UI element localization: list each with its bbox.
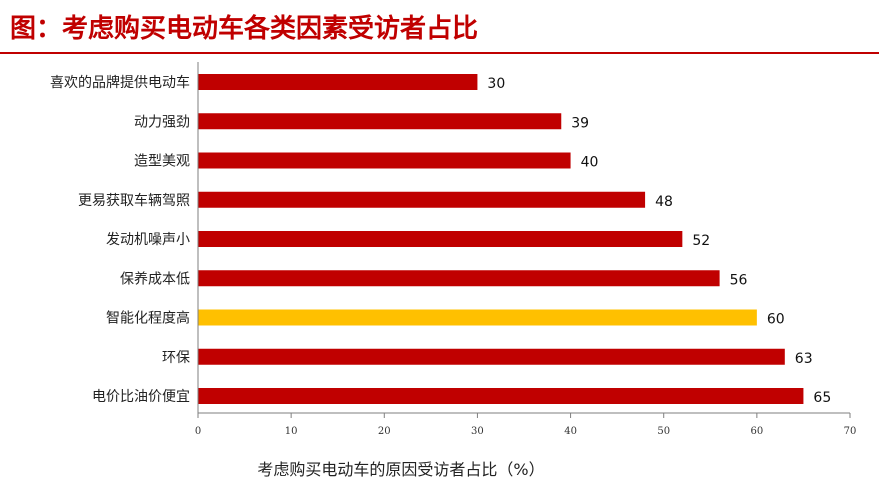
x-tick-label: 30 bbox=[471, 426, 484, 437]
bars-layer: 喜欢的品牌提供电动车 30 动力强劲 39 造型美观 40 更易获取车辆驾照 48 发动机噪声小… bbox=[50, 74, 831, 406]
category-label: 喜欢的品牌提供电动车 bbox=[50, 74, 190, 91]
data-label: 39 bbox=[571, 115, 589, 131]
bar bbox=[198, 113, 562, 130]
category-label: 造型美观 bbox=[134, 154, 190, 170]
data-label: 30 bbox=[487, 76, 505, 92]
x-tick-label: 50 bbox=[657, 426, 670, 437]
data-label: 60 bbox=[767, 312, 785, 328]
data-label: 48 bbox=[655, 194, 673, 210]
data-label: 56 bbox=[730, 272, 748, 288]
x-tick-label: 70 bbox=[844, 426, 857, 437]
bar bbox=[198, 231, 683, 247]
category-label: 环保 bbox=[162, 350, 190, 366]
x-tick-label: 10 bbox=[285, 426, 298, 437]
x-tick-label: 60 bbox=[750, 426, 763, 437]
x-tick-label: 0 bbox=[195, 426, 201, 437]
data-label: 40 bbox=[581, 155, 599, 171]
category-label: 电价比油价便宜 bbox=[92, 389, 190, 405]
category-label: 动力强劲 bbox=[134, 114, 190, 130]
category-label: 保养成本低 bbox=[120, 271, 190, 287]
bar bbox=[198, 348, 785, 365]
title-underline bbox=[0, 52, 879, 54]
x-axis-title: 考虑购买电动车的原因受访者占比（%） bbox=[257, 460, 544, 479]
x-tick-label: 20 bbox=[378, 426, 391, 437]
axis-layer: 0 10 20 30 40 50 60 70 bbox=[195, 62, 857, 437]
category-label: 更易获取车辆驾照 bbox=[78, 192, 190, 209]
bar bbox=[198, 388, 804, 404]
data-label: 65 bbox=[813, 390, 831, 406]
bar bbox=[198, 270, 720, 287]
x-tick-label: 40 bbox=[564, 426, 577, 437]
bar bbox=[198, 191, 646, 208]
data-label: 63 bbox=[795, 351, 813, 367]
category-label: 智能化程度高 bbox=[106, 310, 190, 327]
bar bbox=[198, 309, 757, 326]
data-label: 52 bbox=[692, 233, 710, 249]
bar bbox=[198, 74, 478, 90]
bar bbox=[198, 152, 571, 169]
category-label: 发动机噪声小 bbox=[106, 232, 190, 248]
chart-title: 图：考虑购买电动车各类因素受访者占比 bbox=[10, 14, 479, 44]
